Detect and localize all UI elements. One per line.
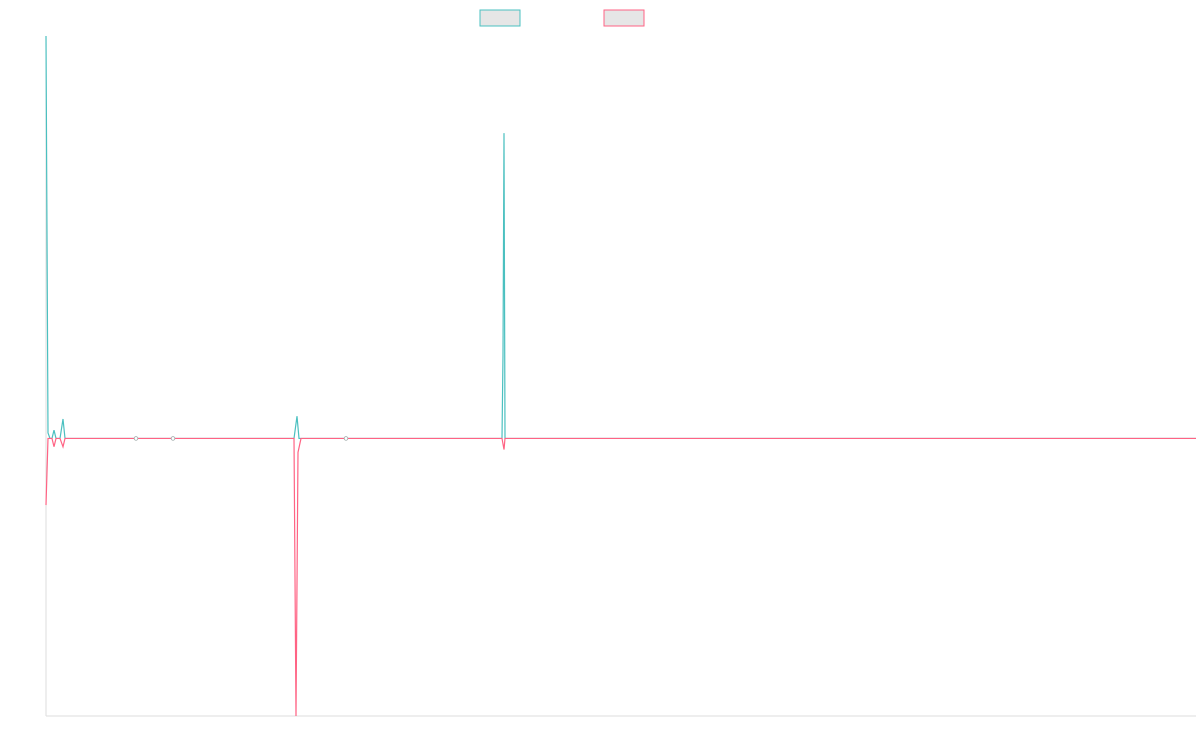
series-line-2: [45, 437, 1196, 717]
series-layer: [45, 35, 1196, 717]
legend-swatch-series-1[interactable]: [479, 9, 521, 27]
legend-swatch-series-2[interactable]: [603, 9, 645, 27]
legend[interactable]: [479, 9, 645, 27]
data-point-marker[interactable]: [343, 436, 349, 441]
data-point-marker[interactable]: [170, 436, 176, 441]
data-point-marker[interactable]: [133, 436, 139, 441]
series-line-1: [45, 35, 1196, 440]
